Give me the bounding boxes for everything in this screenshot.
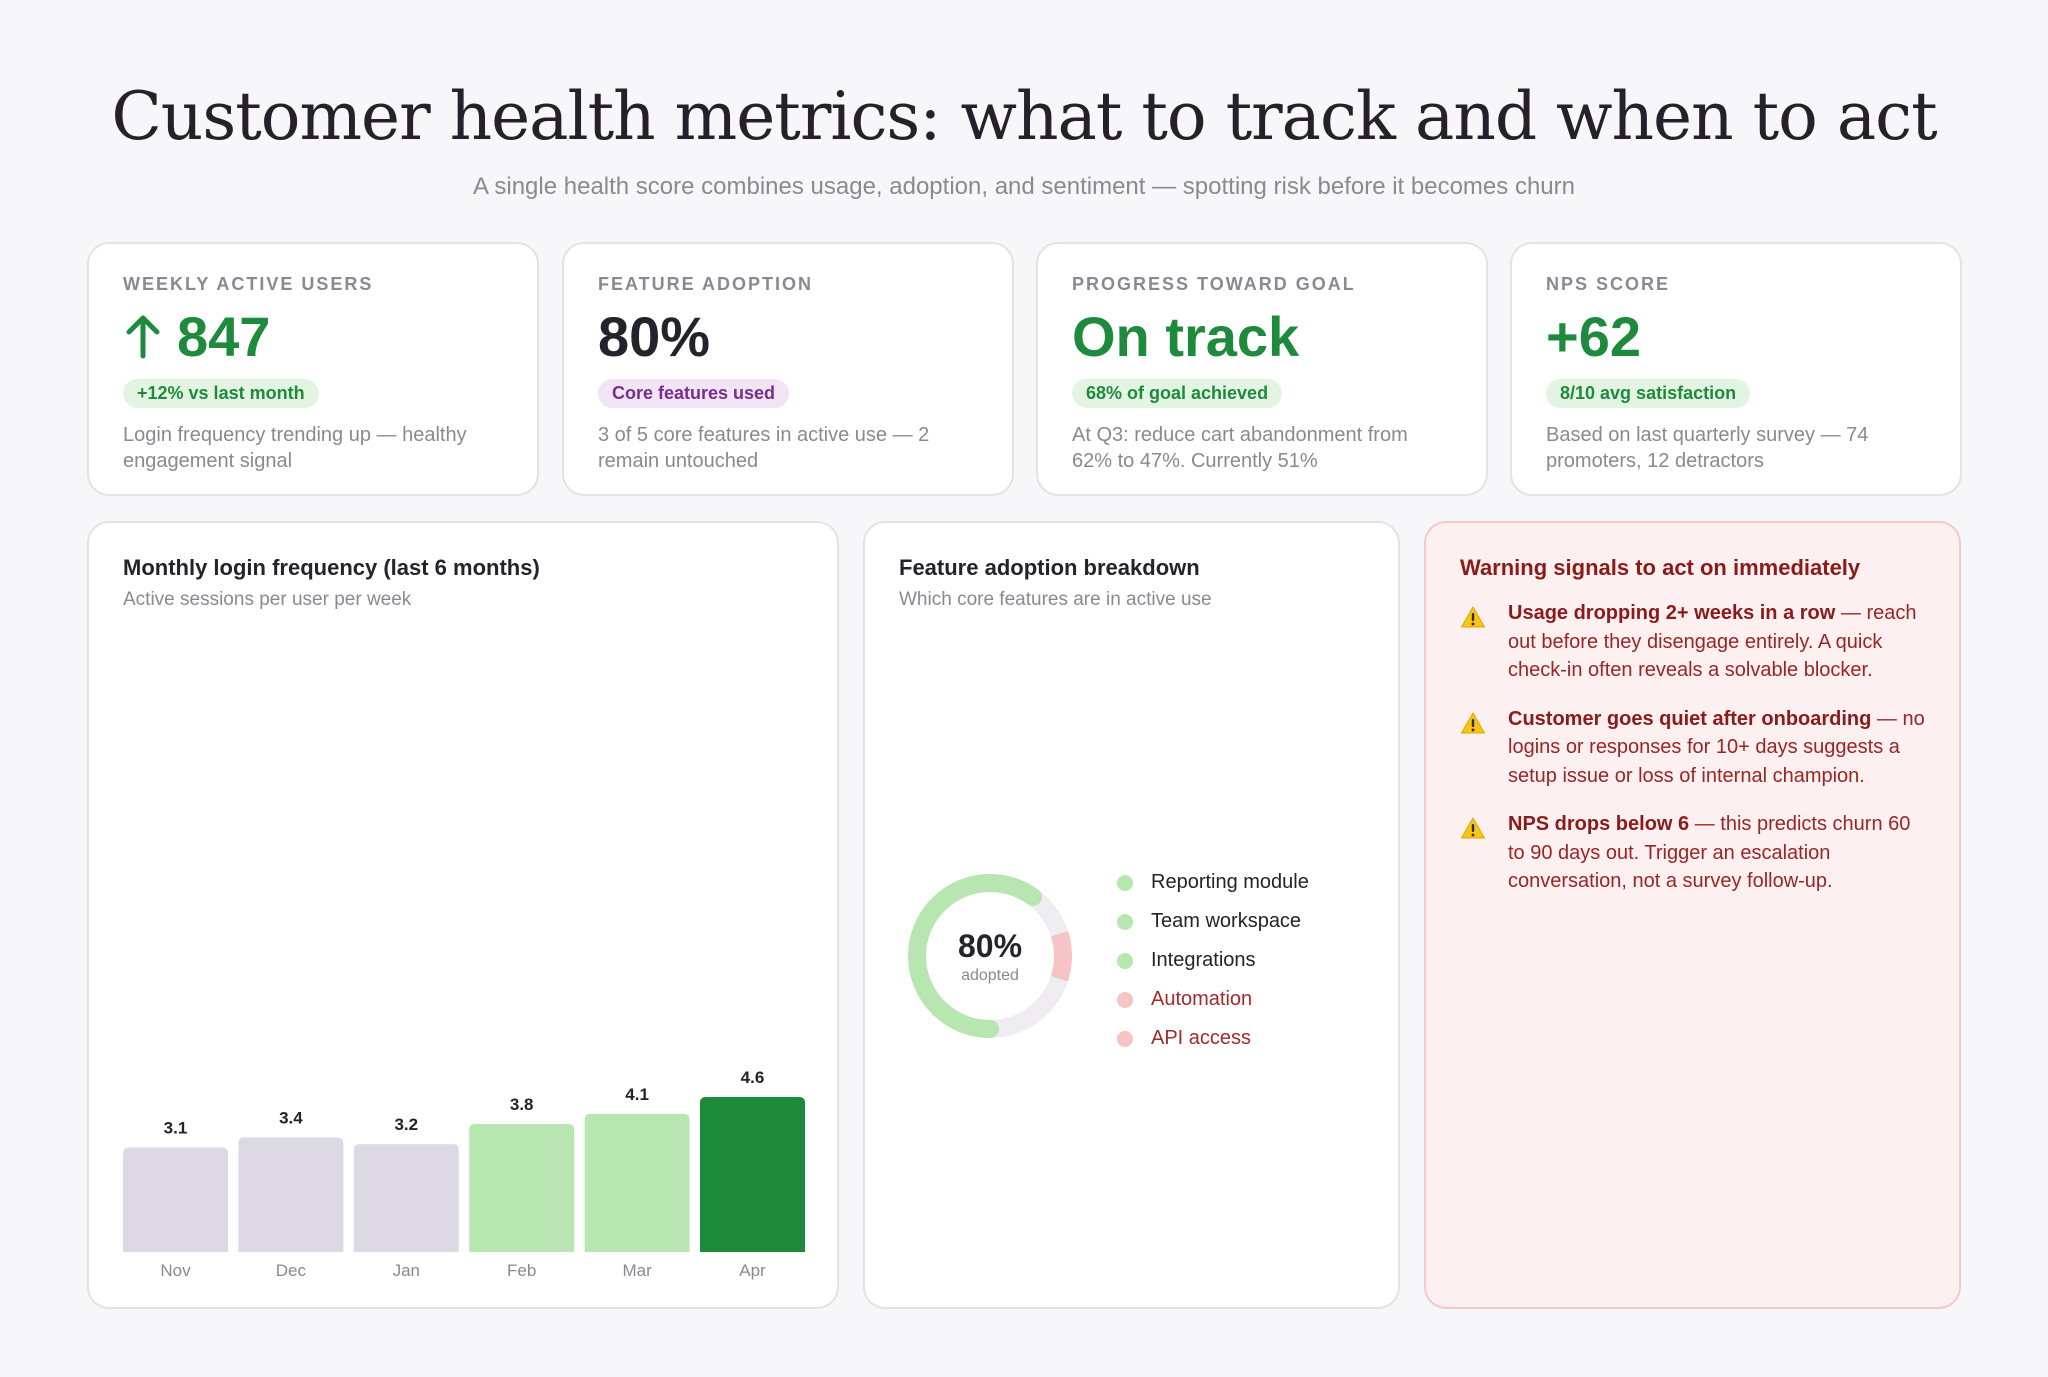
kpi-value: 847	[123, 305, 503, 369]
x-tick-label: Feb	[507, 1261, 536, 1280]
kpi-label: Weekly active users	[123, 274, 374, 294]
warning-heading: NPS drops below 6	[1508, 813, 1690, 835]
warning-text: Customer goes quiet after onboarding — n…	[1508, 705, 1925, 791]
kpi-card-feature-adoption: Feature adoption 80% Core features used …	[562, 242, 1014, 496]
bar-jan	[353, 1144, 459, 1252]
warning-text: Usage dropping 2+ weeks in a row — reach…	[1508, 599, 1925, 685]
kpi-description: Login frequency trending up — healthy en…	[123, 424, 467, 472]
arrow-up-icon	[126, 315, 160, 359]
warning-item: Customer goes quiet after onboarding — n…	[1460, 705, 1925, 791]
page-subtitle: A single health score combines usage, ad…	[473, 173, 1575, 200]
warning-heading: Usage dropping 2+ weeks in a row	[1508, 602, 1836, 624]
page-title: Customer health metrics: what to track a…	[111, 78, 1937, 155]
bar-value-label: 4.6	[741, 1068, 765, 1087]
bar-mar	[584, 1113, 690, 1252]
x-tick-label: Dec	[276, 1261, 307, 1280]
kpi-card-progress-toward-goal: Progress toward goal On track 68% of goa…	[1036, 242, 1488, 496]
active-dot-icon	[1117, 874, 1133, 891]
kpi-value: +62	[1546, 305, 1641, 368]
kpi-label: Progress toward goal	[1072, 274, 1356, 294]
bar-feb	[469, 1123, 575, 1252]
legend-item: Reporting module	[1117, 863, 1309, 902]
active-dot-icon	[1117, 913, 1133, 930]
donut-segments	[908, 874, 1072, 1038]
warning-detail: — this predicts churn 60 to 90 days out.…	[1508, 813, 1911, 892]
bar-apr	[700, 1097, 805, 1252]
warning-heading: Customer goes quiet after onboarding	[1508, 707, 1872, 730]
warnings-title: Warning signals to act on immediately	[1460, 555, 1861, 580]
feature-adoption-panel: Feature adoption breakdown Which core fe…	[863, 521, 1400, 1309]
kpi-value: On track	[1072, 305, 1300, 368]
bar-value-label: 4.1	[625, 1085, 649, 1104]
kpi-description: At Q3: reduce cart abandonment from 62% …	[1072, 424, 1408, 472]
bar-nov	[123, 1147, 228, 1252]
active-dot-icon	[1117, 952, 1133, 969]
kpi-card-nps-score: NPS score +62 8/10 avg satisfaction Base…	[1510, 242, 1962, 496]
legend-item: Automation	[1117, 980, 1309, 1019]
bar-value-label: 3.2	[394, 1115, 418, 1134]
warning-detail: — no logins or responses for 10+ days su…	[1508, 707, 1925, 787]
kpi-label: Feature adoption	[598, 274, 813, 294]
legend-item: API access	[1117, 1019, 1309, 1058]
legend-label: Team workspace	[1151, 910, 1302, 932]
bar-value-label: 3.1	[164, 1119, 188, 1138]
kpi-card-weekly-active-users: Weekly active users 847 +12% vs last mon…	[87, 242, 539, 496]
warning-icon	[1461, 606, 1485, 628]
warnings-list: Usage dropping 2+ weeks in a row — reach…	[1460, 599, 1925, 896]
warning-icon	[1461, 817, 1485, 839]
donut-percentage: 80%	[957, 927, 1023, 964]
donut-segment-partial	[908, 874, 1072, 1038]
legend-label: API access	[1151, 1027, 1252, 1049]
chart-title: Monthly login frequency (last 6 months)	[123, 555, 540, 580]
x-tick-label: Apr	[739, 1261, 766, 1280]
kpi-badge: Core features used	[598, 379, 790, 408]
warning-detail: — reach out before they disengage entire…	[1508, 602, 1917, 681]
bar-chart: 3.1 Nov 3.4 Dec 3.2 Jan 3.8 Feb 4.1 Mar 4.6 Apr	[123, 1068, 805, 1280]
adoption-donut: 80% adopted	[905, 871, 1075, 1041]
warning-item: Usage dropping 2+ weeks in a row — reach…	[1460, 599, 1925, 685]
warning-signals-panel: Warning signals to act on immediately Us…	[1424, 521, 1961, 1309]
warning-item: NPS drops below 6 — this predicts churn …	[1460, 810, 1925, 896]
kpi-label: NPS score	[1546, 274, 1671, 294]
warning-text: NPS drops below 6 — this predicts churn …	[1508, 810, 1925, 896]
donut-segment-adopted	[908, 874, 1072, 1038]
legend-item: Integrations	[1117, 941, 1309, 980]
inactive-dot-icon	[1117, 1030, 1133, 1047]
x-tick-label: Nov	[160, 1261, 191, 1280]
donut-center: 80% adopted	[905, 871, 1075, 1041]
legend-label: Reporting module	[1151, 871, 1309, 893]
chart-subtitle: Active sessions per user per week	[123, 589, 412, 610]
adoption-title: Feature adoption breakdown	[899, 555, 1200, 580]
kpi-value: 80%	[598, 305, 711, 368]
legend-label: Automation	[1151, 988, 1253, 1010]
legend-label: Integrations	[1151, 949, 1256, 971]
feature-legend: Reporting module Team workspace Integratio…	[1117, 863, 1309, 1058]
login-frequency-chart-panel: Monthly login frequency (last 6 months) …	[87, 521, 839, 1309]
bar-value-label: 3.4	[279, 1108, 303, 1127]
donut-label: adopted	[961, 966, 1019, 984]
bar-dec	[238, 1137, 344, 1252]
warning-icon	[1461, 712, 1485, 733]
bar-value-label: 3.8	[510, 1095, 534, 1114]
x-tick-label: Mar	[622, 1261, 652, 1280]
adoption-subtitle: Which core features are in active use	[899, 589, 1212, 610]
kpi-badge: +12% vs last month	[123, 379, 319, 408]
kpi-badge: 8/10 avg satisfaction	[1546, 379, 1751, 408]
kpi-badge: 68% of goal achieved	[1072, 379, 1283, 408]
kpi-value-number: 847	[177, 305, 271, 368]
inactive-dot-icon	[1117, 991, 1133, 1008]
legend-item: Team workspace	[1117, 902, 1309, 941]
kpi-description: 3 of 5 core features in active use — 2 r…	[598, 424, 930, 472]
donut-chart	[908, 874, 1072, 1038]
kpi-description: Based on last quarterly survey — 74 prom…	[1546, 424, 1869, 472]
x-tick-label: Jan	[393, 1261, 420, 1280]
